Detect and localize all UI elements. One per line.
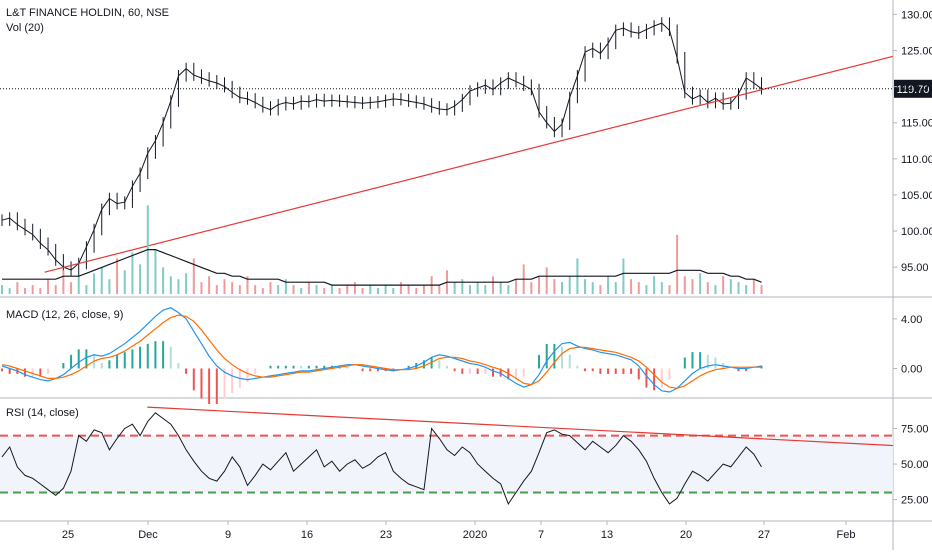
price-tick-label: 130.00 <box>901 9 932 21</box>
rsi-trendline <box>147 406 894 447</box>
last-price-badge <box>894 79 932 98</box>
x-tick-label: 9 <box>225 529 231 541</box>
price-line <box>1 22 762 271</box>
price-tick-label: 110.00 <box>901 154 932 166</box>
x-tick-label: 16 <box>301 529 313 541</box>
x-tick-label: 23 <box>380 529 392 541</box>
rsi-tick-label: 50.00 <box>901 459 929 471</box>
x-tick-label: Feb <box>837 529 856 541</box>
price-trendline <box>44 55 894 273</box>
volume-legend: Vol (20) <box>6 22 44 34</box>
rsi-legend: RSI (14, close) <box>6 407 79 419</box>
price-tick-label: 105.00 <box>901 190 932 202</box>
macd-line <box>1 307 762 393</box>
price-tick-label: 95.00 <box>901 262 929 274</box>
x-tick-label: 7 <box>538 529 544 541</box>
macd-tick-label: 4.00 <box>901 314 922 326</box>
rsi-tick-label: 25.00 <box>901 495 929 507</box>
symbol-title: L&T FINANCE HOLDIN, 60, NSE <box>6 7 170 19</box>
last-price-label: 119.70 <box>897 84 930 96</box>
x-tick-label: 2020 <box>463 529 487 541</box>
x-tick-label: 27 <box>758 529 770 541</box>
rsi-line <box>1 412 762 505</box>
price-tick-label: 100.00 <box>901 226 932 238</box>
price-tick-label: 125.00 <box>901 46 932 58</box>
price-tick-label: 120.00 <box>901 82 932 94</box>
x-tick-label: 25 <box>62 529 74 541</box>
macd-legend: MACD (12, 26, close, 9) <box>6 309 124 321</box>
price-tick-label: 115.00 <box>901 118 932 130</box>
macd-signal-line <box>1 314 762 389</box>
rsi-band-background <box>0 435 893 493</box>
x-tick-label: Dec <box>138 529 158 541</box>
x-tick-label: 20 <box>680 529 692 541</box>
macd-tick-label: 0.00 <box>901 363 922 375</box>
volume-ma-line <box>2 249 762 286</box>
x-tick-label: 13 <box>601 529 613 541</box>
rsi-tick-label: 75.00 <box>901 423 929 435</box>
